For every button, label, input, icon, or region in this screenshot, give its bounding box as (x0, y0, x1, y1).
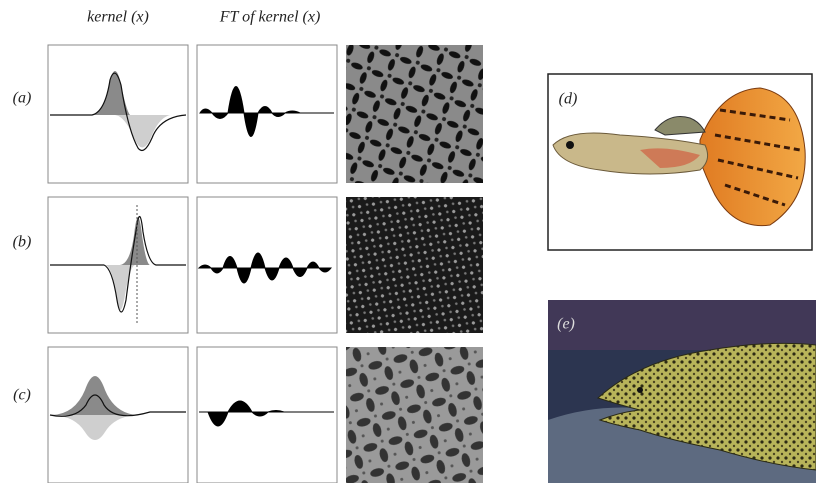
pattern (346, 197, 483, 333)
column-header: kernel (x) (87, 9, 149, 26)
headers: kernel (x) FT of kernel (x) (87, 9, 320, 26)
photo-d: (d) (548, 74, 812, 250)
row-label: (a) (13, 90, 32, 107)
photo-reef (548, 300, 816, 350)
row-b (48, 197, 483, 333)
row-label: (c) (13, 387, 31, 404)
photo-e: (e) (548, 300, 816, 483)
photo-label: (e) (557, 316, 575, 333)
eel-eye (637, 387, 643, 393)
pattern (346, 347, 483, 483)
row-c (48, 347, 483, 483)
figure: kernel (x) FT of kernel (x) (a) (b) (c) (0, 0, 816, 483)
pattern (346, 45, 483, 183)
row-a (48, 45, 483, 183)
row-label: (b) (13, 234, 32, 251)
photo-label: (d) (559, 91, 578, 108)
fish-eye (566, 141, 574, 149)
column-header: FT of kernel (x) (219, 9, 321, 26)
